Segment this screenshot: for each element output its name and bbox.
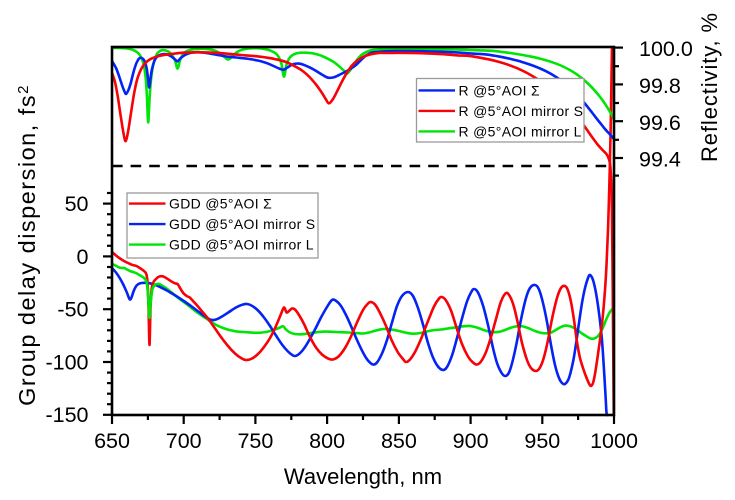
svg-text:Wavelength, nm: Wavelength, nm (284, 464, 442, 489)
svg-text:GDD @5°AOI Σ: GDD @5°AOI Σ (169, 196, 272, 212)
svg-text:R @5°AOI Σ: R @5°AOI Σ (459, 82, 540, 98)
svg-text:-50: -50 (57, 298, 88, 322)
svg-text:GDD @5°AOI mirror L: GDD @5°AOI mirror L (169, 237, 314, 253)
svg-text:900: 900 (453, 429, 489, 453)
svg-text:Reflectivity, %: Reflectivity, % (697, 12, 722, 162)
svg-text:R @5°AOI mirror L: R @5°AOI mirror L (459, 123, 582, 139)
svg-text:650: 650 (94, 429, 130, 453)
svg-text:99.8: 99.8 (639, 74, 681, 98)
svg-text:-150: -150 (45, 403, 88, 427)
svg-text:GDD @5°AOI mirror S: GDD @5°AOI mirror S (169, 216, 315, 232)
svg-text:0: 0 (77, 245, 89, 269)
svg-text:R @5°AOI mirror S: R @5°AOI mirror S (459, 103, 584, 119)
svg-text:950: 950 (524, 429, 560, 453)
svg-text:700: 700 (166, 429, 202, 453)
svg-text:50: 50 (65, 192, 89, 216)
svg-text:1000: 1000 (590, 429, 638, 453)
svg-text:-100: -100 (45, 350, 88, 374)
svg-text:99.4: 99.4 (639, 148, 681, 172)
svg-text:Group delay dispersion, fs2: Group delay dispersion, fs2 (14, 84, 40, 406)
svg-text:850: 850 (381, 429, 417, 453)
svg-text:99.6: 99.6 (639, 111, 681, 135)
svg-text:100.0: 100.0 (639, 37, 693, 61)
svg-text:800: 800 (309, 429, 345, 453)
svg-text:750: 750 (237, 429, 273, 453)
